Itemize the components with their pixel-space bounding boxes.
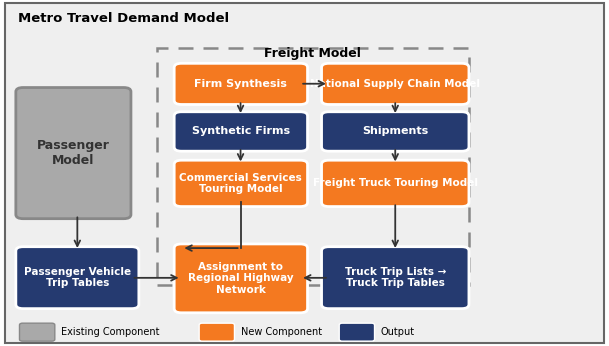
Text: Firm Synthesis: Firm Synthesis bbox=[194, 79, 287, 89]
FancyBboxPatch shape bbox=[339, 323, 375, 341]
FancyBboxPatch shape bbox=[5, 3, 604, 343]
Text: Output: Output bbox=[381, 327, 415, 337]
Text: Freight Model: Freight Model bbox=[264, 47, 361, 60]
Text: Synthetic Firms: Synthetic Firms bbox=[192, 127, 290, 136]
Text: Freight Truck Touring Model: Freight Truck Touring Model bbox=[313, 179, 477, 188]
FancyBboxPatch shape bbox=[174, 244, 308, 313]
Text: National Supply Chain Model: National Supply Chain Model bbox=[310, 79, 481, 89]
FancyBboxPatch shape bbox=[19, 323, 55, 341]
FancyBboxPatch shape bbox=[322, 63, 469, 104]
FancyBboxPatch shape bbox=[174, 63, 308, 104]
FancyBboxPatch shape bbox=[322, 112, 469, 151]
Text: Existing Component: Existing Component bbox=[61, 327, 160, 337]
Text: Truck Trip Lists →
Truck Trip Tables: Truck Trip Lists → Truck Trip Tables bbox=[345, 267, 446, 289]
Text: New Component: New Component bbox=[241, 327, 322, 337]
Text: Assignment to
Regional Highway
Network: Assignment to Regional Highway Network bbox=[188, 262, 294, 295]
FancyBboxPatch shape bbox=[174, 112, 308, 151]
Text: Passenger
Model: Passenger Model bbox=[37, 139, 110, 167]
Text: Commercial Services
Touring Model: Commercial Services Touring Model bbox=[180, 173, 302, 194]
FancyBboxPatch shape bbox=[322, 247, 469, 309]
FancyBboxPatch shape bbox=[174, 160, 308, 207]
Text: Metro Travel Demand Model: Metro Travel Demand Model bbox=[18, 12, 230, 25]
Text: Shipments: Shipments bbox=[362, 127, 428, 136]
FancyBboxPatch shape bbox=[322, 160, 469, 207]
FancyBboxPatch shape bbox=[199, 323, 234, 341]
Text: Passenger Vehicle
Trip Tables: Passenger Vehicle Trip Tables bbox=[24, 267, 131, 289]
FancyBboxPatch shape bbox=[16, 88, 131, 219]
FancyBboxPatch shape bbox=[16, 247, 139, 309]
